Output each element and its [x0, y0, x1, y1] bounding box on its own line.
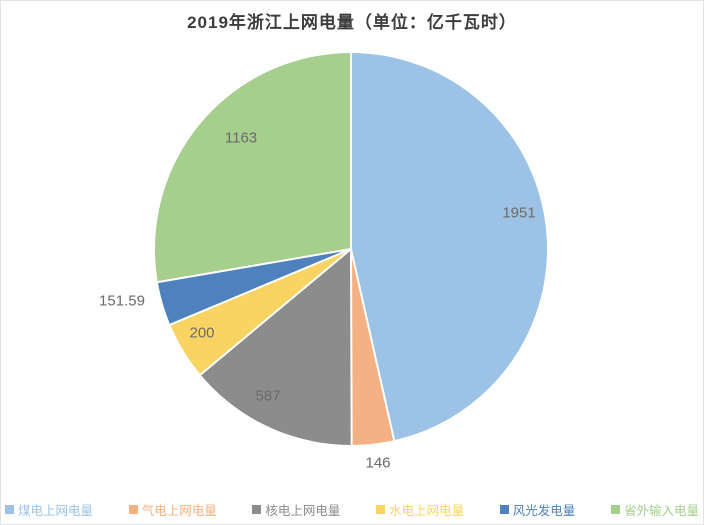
legend-label-coal: 煤电上网电量: [18, 504, 94, 518]
pie-chart: [155, 53, 547, 445]
legend-item-gas: 气电上网电量: [128, 500, 217, 519]
legend-swatch-wind-solar: [499, 505, 509, 514]
legend-swatch-nuclear: [252, 505, 262, 514]
legend-swatch-gas: [128, 505, 138, 514]
legend-item-hydro: 水电上网电量: [376, 500, 464, 519]
legend-label-wind-solar: 风光发电量: [512, 504, 576, 518]
legend-item-coal: 煤电上网电量: [5, 500, 93, 519]
slice-label-imported: 1163: [224, 129, 258, 147]
slice-label-coal: 1951: [502, 204, 536, 222]
legend-label-nuclear: 核电上网电量: [265, 504, 341, 518]
slice-label-hydro: 200: [189, 324, 215, 342]
legend-label-gas: 气电上网电量: [141, 504, 217, 518]
slice-label-nuclear: 587: [255, 387, 281, 405]
slice-label-gas: 146: [365, 454, 391, 472]
legend-item-imported: 省外输入电量: [610, 500, 699, 519]
legend-swatch-hydro: [376, 505, 386, 514]
legend-swatch-imported: [610, 505, 620, 514]
legend-swatch-coal: [5, 505, 14, 514]
legend-label-imported: 省外输入电量: [623, 504, 699, 518]
chart-title: 2019年浙江上网电量（单位：亿千瓦时）: [187, 13, 517, 32]
legend-item-wind-solar: 风光发电量: [499, 500, 576, 519]
slice-label-wind-solar: 151.59: [99, 292, 145, 310]
legend-label-hydro: 水电上网电量: [389, 504, 465, 518]
legend: 煤电上网电量 气电上网电量 核电上网电量 水电上网电量 风光发电量 省外输入电量: [1, 500, 703, 519]
legend-item-nuclear: 核电上网电量: [252, 500, 340, 519]
